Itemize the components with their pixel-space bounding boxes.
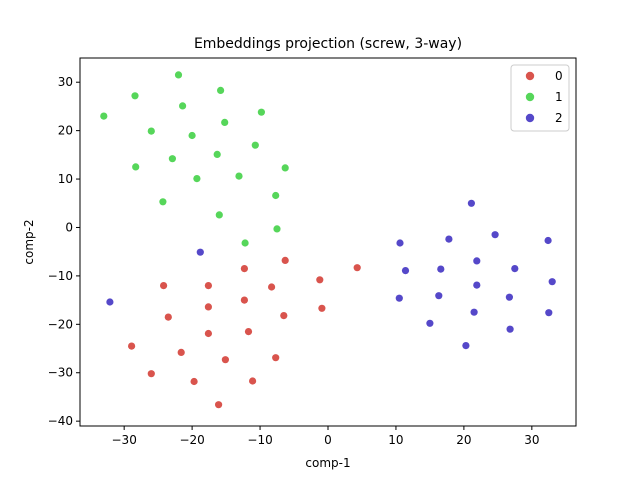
y-axis: −40 −30 −20 −10 0 10 20 30 xyxy=(48,75,80,428)
data-point-series-1 xyxy=(272,191,280,200)
data-point-series-0 xyxy=(281,256,289,264)
data-point-series-0 xyxy=(272,354,280,362)
x-axis-title: comp-1 xyxy=(305,456,350,470)
data-point-series-2 xyxy=(395,294,403,302)
y-tick-label: −40 xyxy=(48,414,73,428)
data-point-series-2 xyxy=(548,278,556,286)
data-point-series-1 xyxy=(188,131,196,140)
legend-marker-1 xyxy=(525,92,535,102)
points-layer xyxy=(100,71,556,409)
data-point-series-1 xyxy=(179,102,187,110)
x-tick-label: 0 xyxy=(324,433,332,447)
data-point-series-1 xyxy=(281,164,289,172)
data-point-series-1 xyxy=(100,112,108,120)
x-axis: −30 −20 −10 0 10 20 30 xyxy=(112,426,539,447)
data-point-series-1 xyxy=(213,150,221,158)
data-point-series-2 xyxy=(544,236,552,245)
data-point-series-0 xyxy=(204,303,212,311)
data-point-series-2 xyxy=(473,281,481,289)
chart-title: Embeddings projection (screw, 3-way) xyxy=(194,36,462,52)
y-tick-label: 0 xyxy=(65,220,73,234)
y-tick-label: 30 xyxy=(58,75,73,89)
x-tick-label: 30 xyxy=(524,433,539,447)
legend: 0 1 2 xyxy=(510,64,570,132)
plot-frame xyxy=(79,57,577,427)
y-tick-label: −10 xyxy=(48,269,73,283)
data-point-series-1 xyxy=(131,92,139,100)
legend-box xyxy=(510,64,570,132)
data-point-series-1 xyxy=(215,211,223,219)
data-point-series-0 xyxy=(244,328,253,336)
data-point-series-0 xyxy=(280,312,288,320)
data-point-series-2 xyxy=(545,309,553,317)
data-point-series-1 xyxy=(132,163,140,171)
data-point-series-1 xyxy=(147,127,155,135)
data-point-series-0 xyxy=(268,283,276,291)
data-point-series-2 xyxy=(445,235,453,243)
data-point-series-0 xyxy=(128,342,136,350)
legend-marker-0 xyxy=(525,71,535,81)
x-tick-label: 20 xyxy=(456,433,471,447)
y-tick-label: −20 xyxy=(48,317,73,331)
data-point-series-2 xyxy=(196,248,204,256)
legend-label-1: 1 xyxy=(555,90,563,104)
data-point-series-0 xyxy=(177,348,185,356)
x-tick-label: −20 xyxy=(179,433,204,447)
data-point-series-2 xyxy=(505,293,513,301)
data-point-series-2 xyxy=(511,265,519,273)
data-point-series-1 xyxy=(168,155,176,163)
data-point-series-2 xyxy=(470,308,478,316)
x-tick-label: −10 xyxy=(247,433,272,447)
legend-label-2: 2 xyxy=(555,111,563,125)
data-point-series-0 xyxy=(316,276,324,284)
legend-label-0: 0 xyxy=(555,69,563,83)
x-tick-label: 10 xyxy=(388,433,403,447)
y-axis-title: comp-2 xyxy=(22,219,36,264)
data-point-series-0 xyxy=(318,304,326,312)
y-tick-label: 10 xyxy=(58,172,73,186)
data-point-series-1 xyxy=(257,108,265,116)
data-point-series-2 xyxy=(106,298,114,306)
data-point-series-1 xyxy=(241,239,249,247)
data-point-series-2 xyxy=(462,342,470,350)
data-point-series-1 xyxy=(221,118,229,126)
data-point-series-1 xyxy=(217,86,225,94)
data-point-series-1 xyxy=(193,175,201,183)
data-point-series-2 xyxy=(435,292,443,300)
y-tick-label: 20 xyxy=(58,124,73,138)
data-point-series-0 xyxy=(164,313,172,321)
data-point-series-1 xyxy=(159,198,167,206)
data-point-series-0 xyxy=(190,377,198,386)
data-point-series-2 xyxy=(467,199,475,207)
data-point-series-1 xyxy=(251,141,259,149)
x-tick-label: −30 xyxy=(112,433,137,447)
data-point-series-1 xyxy=(273,225,281,233)
data-point-series-0 xyxy=(240,296,248,304)
data-point-series-0 xyxy=(215,401,223,409)
data-point-series-2 xyxy=(437,265,445,273)
y-tick-label: −30 xyxy=(48,366,73,380)
data-point-series-0 xyxy=(353,264,361,272)
data-point-series-0 xyxy=(240,265,248,273)
data-point-series-0 xyxy=(204,329,212,338)
legend-marker-2 xyxy=(525,113,535,123)
data-point-series-1 xyxy=(174,71,183,79)
data-point-series-2 xyxy=(396,239,404,247)
data-point-series-2 xyxy=(506,325,514,333)
data-point-series-0 xyxy=(221,356,229,364)
data-point-series-0 xyxy=(249,377,257,385)
data-point-series-2 xyxy=(491,231,499,239)
data-point-series-2 xyxy=(473,257,481,265)
data-point-series-0 xyxy=(204,282,212,290)
data-point-series-1 xyxy=(235,172,243,180)
data-point-series-2 xyxy=(426,319,434,327)
data-point-series-0 xyxy=(160,282,168,290)
data-point-series-2 xyxy=(401,267,410,275)
data-point-series-0 xyxy=(147,370,155,378)
